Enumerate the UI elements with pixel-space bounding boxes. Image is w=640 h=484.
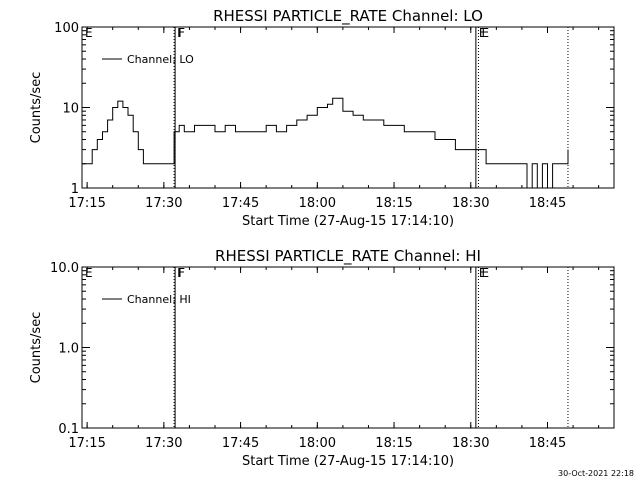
panel1-legend-label: Channel: LO (127, 53, 194, 66)
panel1-event-marker-label: E (85, 26, 93, 40)
panel2-x-tick-label: 17:15 (68, 436, 105, 451)
panel2-chart-title: RHESSI PARTICLE_RATE Channel: HI (215, 247, 481, 266)
panel1-event-marker-label: F (177, 26, 184, 40)
panel1-x-tick-label: 18:15 (375, 196, 412, 211)
panel1-x-tick-label: 18:00 (299, 196, 336, 211)
panel2-x-tick-label: 18:30 (452, 436, 489, 451)
panel2-x-tick-label: 17:30 (145, 436, 182, 451)
panel1-x-tick-label: 17:45 (222, 196, 259, 211)
panel2-event-marker-label: E (479, 266, 487, 280)
panel2-x-tick-label: 18:00 (299, 436, 336, 451)
panel1-y-tick-label: 100 (54, 21, 79, 36)
panel1-x-tick-label: 17:30 (145, 196, 182, 211)
panel2-y-axis-label: Counts/sec (29, 312, 44, 384)
panel1-event-marker-label: E (479, 26, 487, 40)
panel1-y-tick-label: 10 (62, 102, 79, 117)
panel2-event-marker-label: E (481, 266, 489, 280)
panel1-y-tick-label: 1 (71, 182, 79, 197)
panel1-x-tick-label: 17:15 (68, 196, 105, 211)
panel1-y-axis-label: Counts/sec (29, 72, 44, 144)
panel2-y-tick-label: 0.1 (58, 422, 79, 437)
panel1-series-line-0 (82, 97, 569, 189)
panel2-x-tick-label: 17:45 (222, 436, 259, 451)
panel1-x-tick-label: 18:30 (452, 196, 489, 211)
footer-timestamp: 30-Oct-2021 22:18 (558, 469, 634, 478)
panel2-y-tick-label: 1.0 (58, 342, 79, 357)
panel2-event-marker-label: E (85, 266, 93, 280)
panel1-x-axis-label: Start Time (27-Aug-15 17:14:10) (242, 214, 454, 229)
panel2-x-axis-label: Start Time (27-Aug-15 17:14:10) (242, 454, 454, 469)
panel2-event-marker-label: F (178, 266, 185, 280)
panel1-x-tick-label: 18:45 (529, 196, 566, 211)
panel1-event-marker-label: F (178, 26, 185, 40)
panel2-legend-label: Channel: HI (127, 293, 191, 306)
panel1-event-marker-label: E (481, 26, 489, 40)
panel2-plot-frame (81, 266, 615, 429)
panel2-x-tick-label: 18:45 (529, 436, 566, 451)
panel2-event-marker-label: F (177, 266, 184, 280)
panel2-x-tick-label: 18:15 (375, 436, 412, 451)
panel1-chart-title: RHESSI PARTICLE_RATE Channel: LO (213, 7, 483, 26)
panel2-y-tick-label: 10.0 (50, 261, 79, 276)
